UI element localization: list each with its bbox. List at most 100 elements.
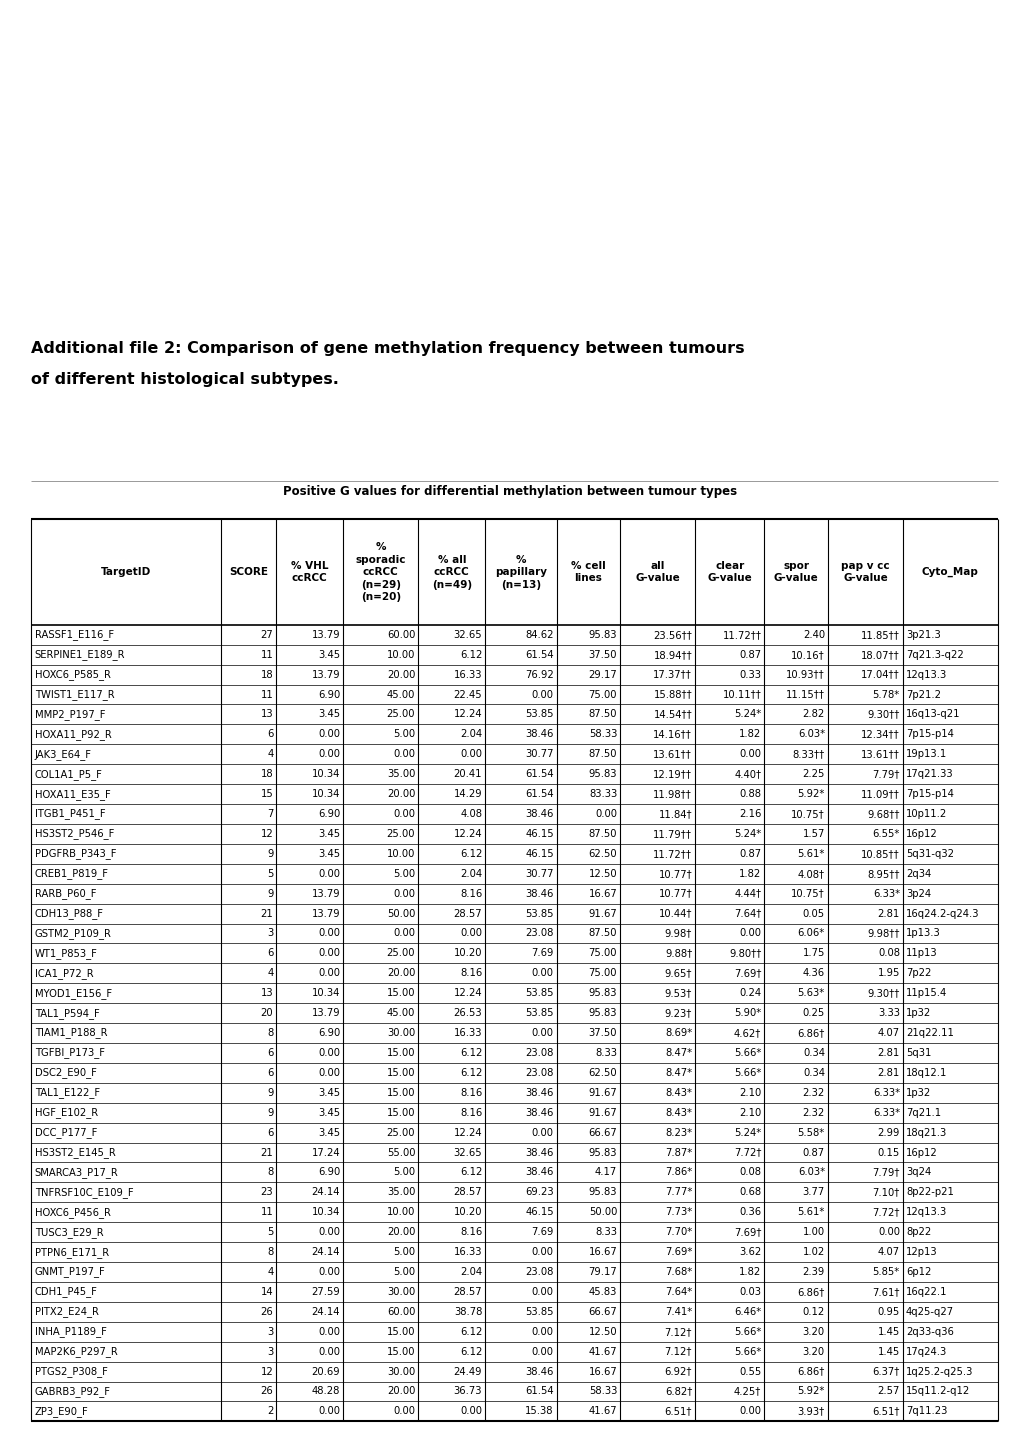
- Text: 55.00: 55.00: [386, 1147, 415, 1157]
- Text: 7.86*: 7.86*: [664, 1167, 692, 1177]
- Text: 5.00: 5.00: [392, 869, 415, 879]
- Text: 5.00: 5.00: [392, 729, 415, 739]
- Text: 46.15: 46.15: [525, 828, 553, 838]
- Text: 6.12: 6.12: [460, 649, 482, 659]
- Text: 6: 6: [267, 729, 273, 739]
- Text: 6.51†: 6.51†: [664, 1407, 692, 1417]
- Text: 75.00: 75.00: [588, 948, 616, 958]
- Text: 12.24: 12.24: [453, 710, 482, 720]
- Text: 7q11.23: 7q11.23: [905, 1407, 947, 1417]
- Text: 21: 21: [260, 1147, 273, 1157]
- Text: 0.00: 0.00: [393, 1407, 415, 1417]
- Text: 8.33: 8.33: [595, 1048, 616, 1058]
- Text: 8.33††: 8.33††: [792, 749, 824, 759]
- Text: 15.00: 15.00: [386, 1326, 415, 1336]
- Text: DSC2_E90_F: DSC2_E90_F: [35, 1068, 97, 1078]
- Text: 24.14: 24.14: [312, 1307, 340, 1317]
- Text: 4.17: 4.17: [594, 1167, 616, 1177]
- Text: 8.69*: 8.69*: [664, 1027, 692, 1038]
- Text: 12.50: 12.50: [588, 1326, 616, 1336]
- Text: 87.50: 87.50: [588, 828, 616, 838]
- Text: 9: 9: [267, 1108, 273, 1118]
- Text: 50.00: 50.00: [588, 1208, 616, 1218]
- Text: 17.04††: 17.04††: [860, 670, 899, 680]
- Text: 4.62†: 4.62†: [734, 1027, 760, 1038]
- Text: 7.70*: 7.70*: [664, 1227, 692, 1237]
- Text: 0.95: 0.95: [876, 1307, 899, 1317]
- Text: TGFBI_P173_F: TGFBI_P173_F: [35, 1048, 105, 1058]
- Text: 16p12: 16p12: [905, 828, 936, 838]
- Text: 48.28: 48.28: [312, 1387, 340, 1397]
- Text: 0.00: 0.00: [531, 1127, 553, 1137]
- Text: 7.41*: 7.41*: [664, 1307, 692, 1317]
- Text: 13.79: 13.79: [312, 909, 340, 919]
- Text: 17q24.3: 17q24.3: [905, 1346, 947, 1356]
- Text: 0.05: 0.05: [802, 909, 824, 919]
- Text: 5.00: 5.00: [392, 1267, 415, 1277]
- Text: 15.88††: 15.88††: [653, 690, 692, 700]
- Text: 4.07: 4.07: [877, 1027, 899, 1038]
- Text: 14: 14: [261, 1287, 273, 1297]
- Text: 0.00: 0.00: [318, 1227, 340, 1237]
- Text: 11.79††: 11.79††: [652, 828, 692, 838]
- Text: 8.43*: 8.43*: [664, 1088, 692, 1098]
- Text: 38.46: 38.46: [525, 810, 553, 820]
- Text: 5.61*: 5.61*: [797, 848, 824, 859]
- Text: 27: 27: [260, 629, 273, 639]
- Text: 60.00: 60.00: [386, 1307, 415, 1317]
- Text: 45.00: 45.00: [386, 690, 415, 700]
- Text: 0.00: 0.00: [318, 1346, 340, 1356]
- Text: 15.00: 15.00: [386, 1048, 415, 1058]
- Text: HS3ST2_E145_R: HS3ST2_E145_R: [35, 1147, 115, 1157]
- Text: 0.55: 0.55: [739, 1367, 760, 1377]
- Text: 11: 11: [260, 1208, 273, 1218]
- Text: 6.06*: 6.06*: [797, 928, 824, 938]
- Text: all
G-value: all G-value: [635, 561, 680, 583]
- Text: 13.79: 13.79: [312, 889, 340, 899]
- Text: 3.20: 3.20: [802, 1346, 824, 1356]
- Text: 12: 12: [260, 1367, 273, 1377]
- Text: CDH13_P88_F: CDH13_P88_F: [35, 908, 104, 919]
- Text: 0.15: 0.15: [876, 1147, 899, 1157]
- Text: 0.34: 0.34: [802, 1048, 824, 1058]
- Text: 6.12: 6.12: [460, 1326, 482, 1336]
- Text: 24.14: 24.14: [312, 1188, 340, 1198]
- Text: COL1A1_P5_F: COL1A1_P5_F: [35, 769, 103, 779]
- Text: 18: 18: [261, 670, 273, 680]
- Text: 0.00: 0.00: [318, 928, 340, 938]
- Text: 3: 3: [267, 928, 273, 938]
- Text: 14.29: 14.29: [453, 789, 482, 799]
- Text: 12.24: 12.24: [453, 1127, 482, 1137]
- Text: 28.57: 28.57: [453, 1287, 482, 1297]
- Text: 20.00: 20.00: [386, 670, 415, 680]
- Text: 0.08: 0.08: [739, 1167, 760, 1177]
- Text: 35.00: 35.00: [386, 1188, 415, 1198]
- Text: 27.59: 27.59: [311, 1287, 340, 1297]
- Text: 0.00: 0.00: [318, 1267, 340, 1277]
- Text: 15: 15: [260, 789, 273, 799]
- Text: HOXC6_P585_R: HOXC6_P585_R: [35, 670, 110, 680]
- Text: pap v cc
G-value: pap v cc G-value: [841, 561, 889, 583]
- Text: PDGFRB_P343_F: PDGFRB_P343_F: [35, 848, 116, 859]
- Text: 8: 8: [267, 1027, 273, 1038]
- Text: 6: 6: [267, 948, 273, 958]
- Text: 0.00: 0.00: [318, 1048, 340, 1058]
- Text: 7p15-p14: 7p15-p14: [905, 789, 953, 799]
- Text: 16q24.2-q24.3: 16q24.2-q24.3: [905, 909, 978, 919]
- Text: 0.36: 0.36: [739, 1208, 760, 1218]
- Text: 2q33-q36: 2q33-q36: [905, 1326, 953, 1336]
- Text: 2.10: 2.10: [739, 1108, 760, 1118]
- Text: 25.00: 25.00: [386, 710, 415, 720]
- Text: 6.12: 6.12: [460, 848, 482, 859]
- Text: 69.23: 69.23: [525, 1188, 553, 1198]
- Text: 75.00: 75.00: [588, 968, 616, 978]
- Text: 0.00: 0.00: [531, 1346, 553, 1356]
- Text: 0.25: 0.25: [802, 1009, 824, 1019]
- Text: 16.33: 16.33: [453, 670, 482, 680]
- Text: 10.44†: 10.44†: [658, 909, 692, 919]
- Text: 29.17: 29.17: [588, 670, 616, 680]
- Text: 16.67: 16.67: [588, 1367, 616, 1377]
- Text: 16q22.1: 16q22.1: [905, 1287, 947, 1297]
- Text: 32.65: 32.65: [453, 629, 482, 639]
- Text: 8p22: 8p22: [905, 1227, 930, 1237]
